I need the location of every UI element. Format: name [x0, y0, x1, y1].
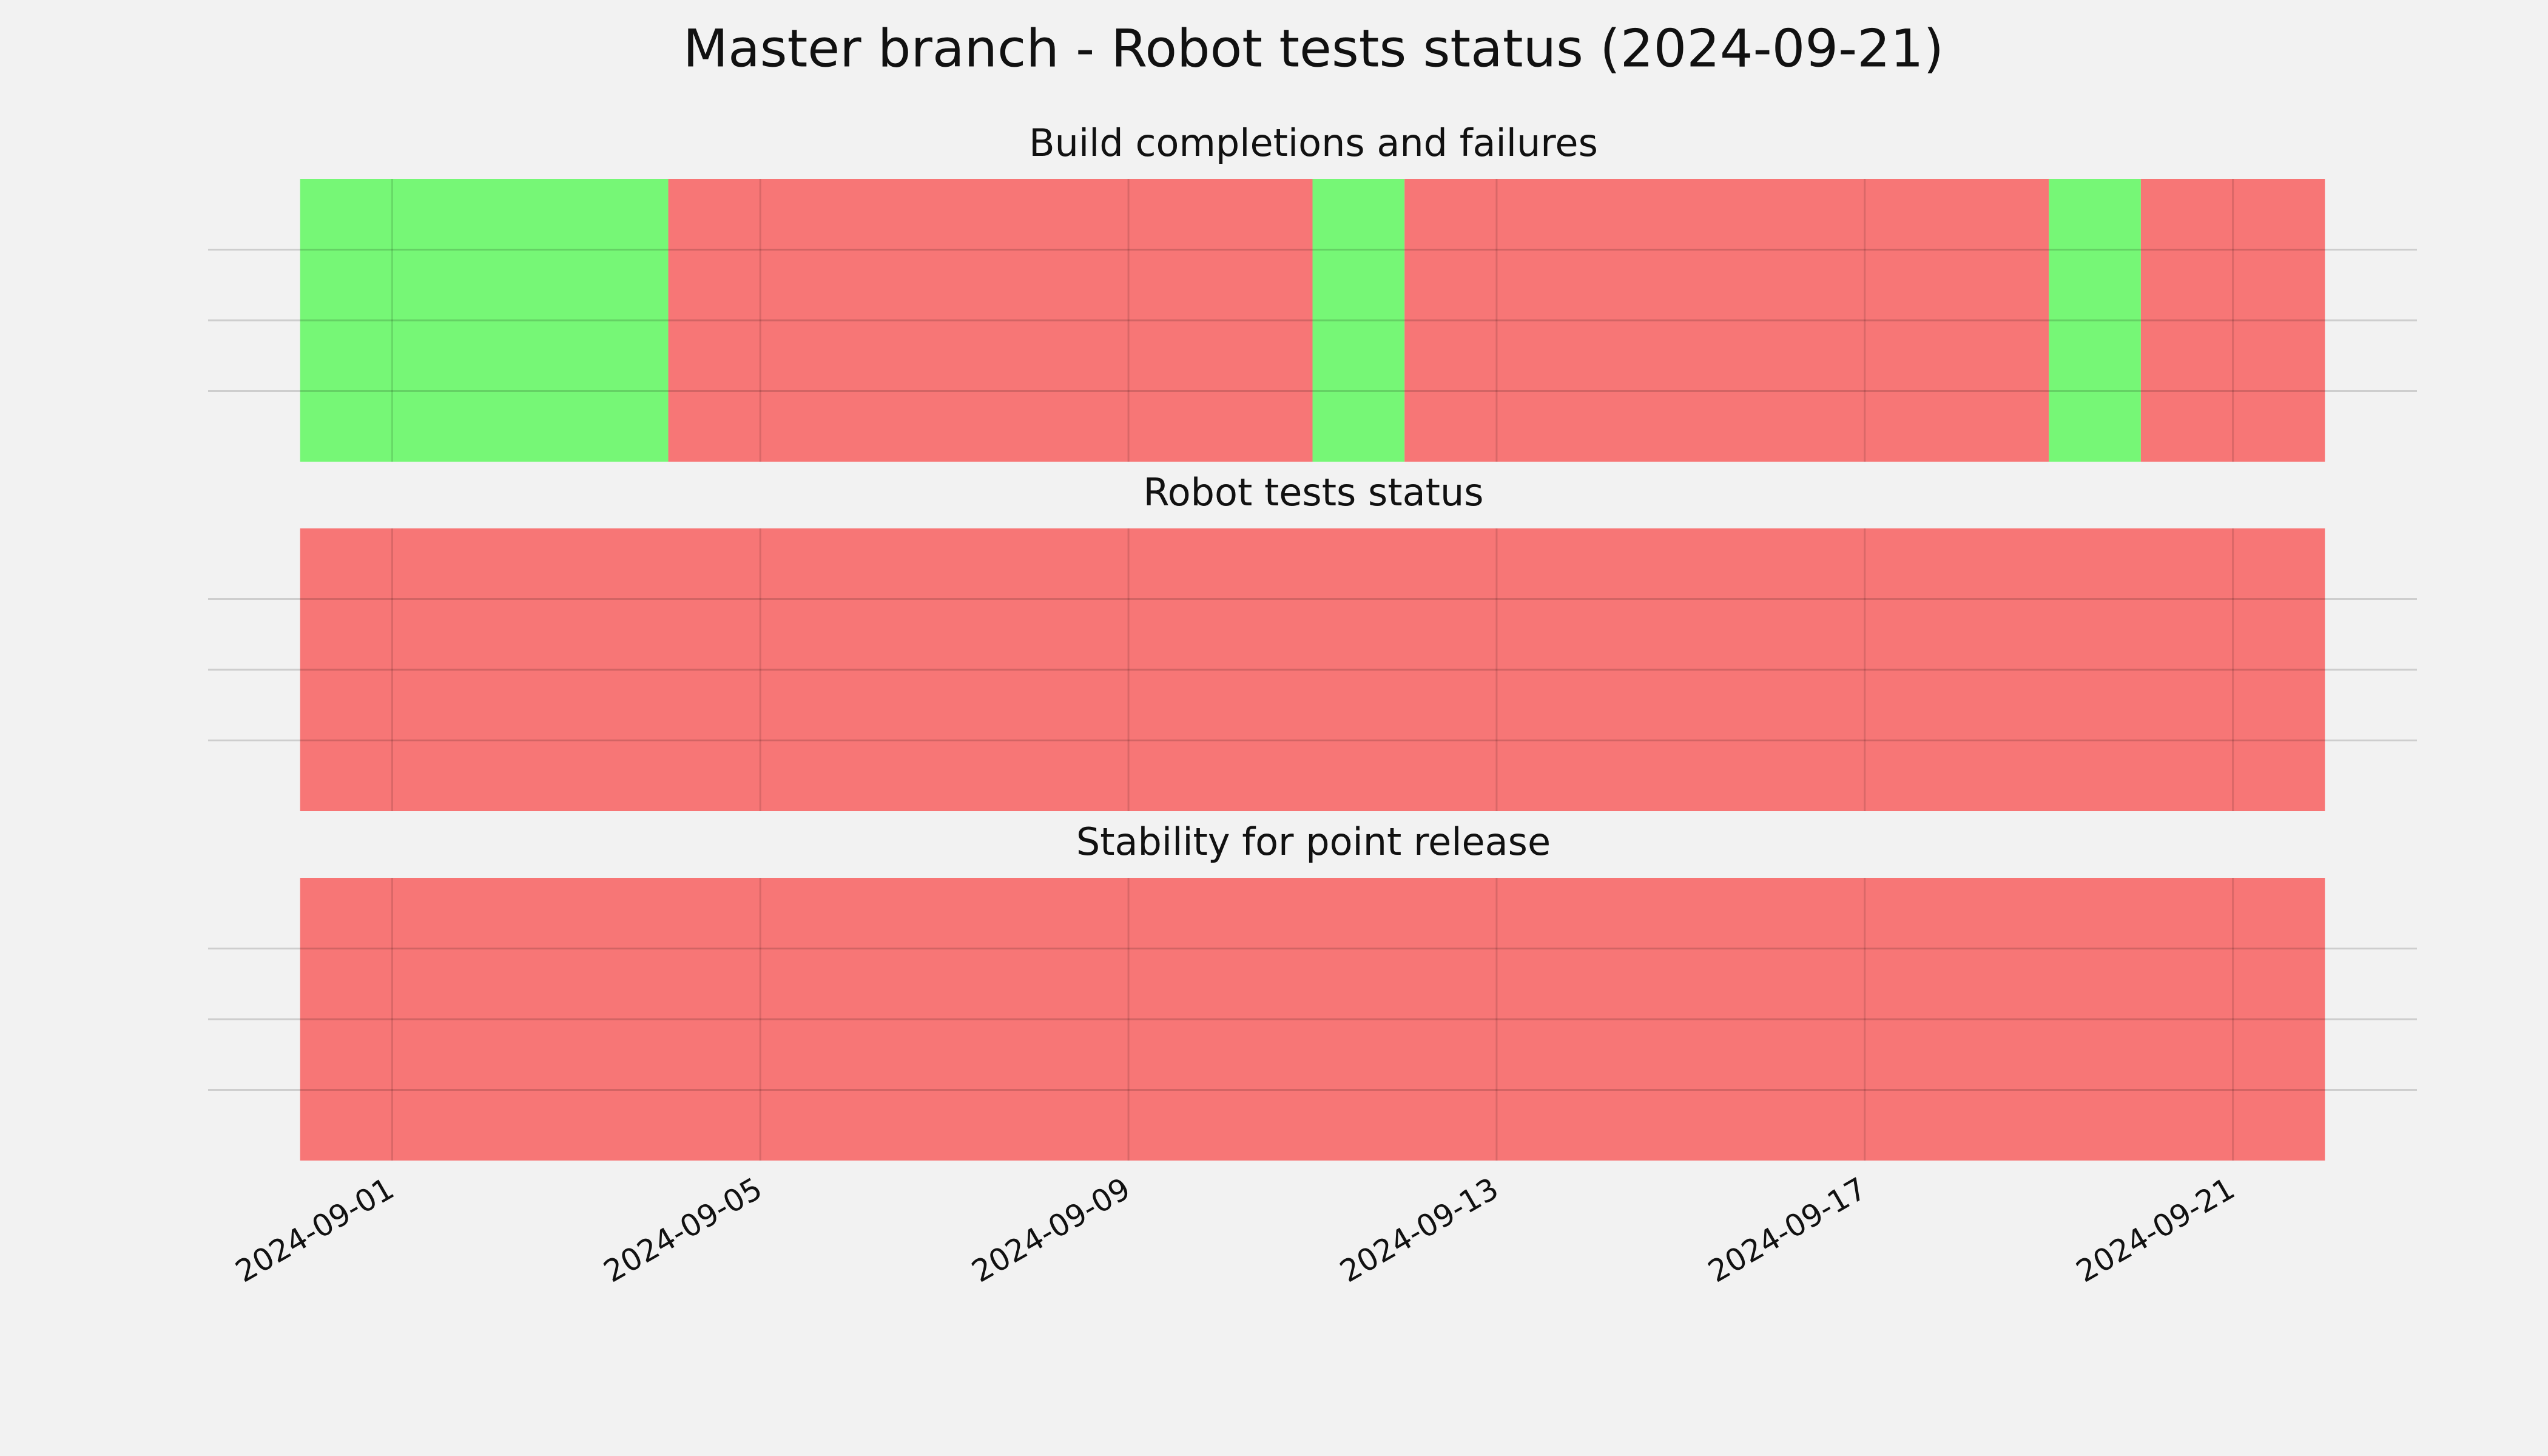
- status-segment: [668, 179, 1313, 462]
- chart-title: Master branch - Robot tests status (2024…: [683, 18, 1944, 79]
- status-segment: [1312, 179, 1405, 462]
- panel-title: Robot tests status: [1143, 470, 1483, 514]
- status-segment: [2140, 179, 2325, 462]
- status-segment: [300, 528, 2325, 811]
- status-segment: [300, 878, 2325, 1161]
- status-segment: [2049, 179, 2141, 462]
- panel-title: Stability for point release: [1076, 820, 1551, 864]
- status-segment: [300, 179, 669, 462]
- status-segment: [1404, 179, 2049, 462]
- panel-title: Build completions and failures: [1029, 121, 1598, 165]
